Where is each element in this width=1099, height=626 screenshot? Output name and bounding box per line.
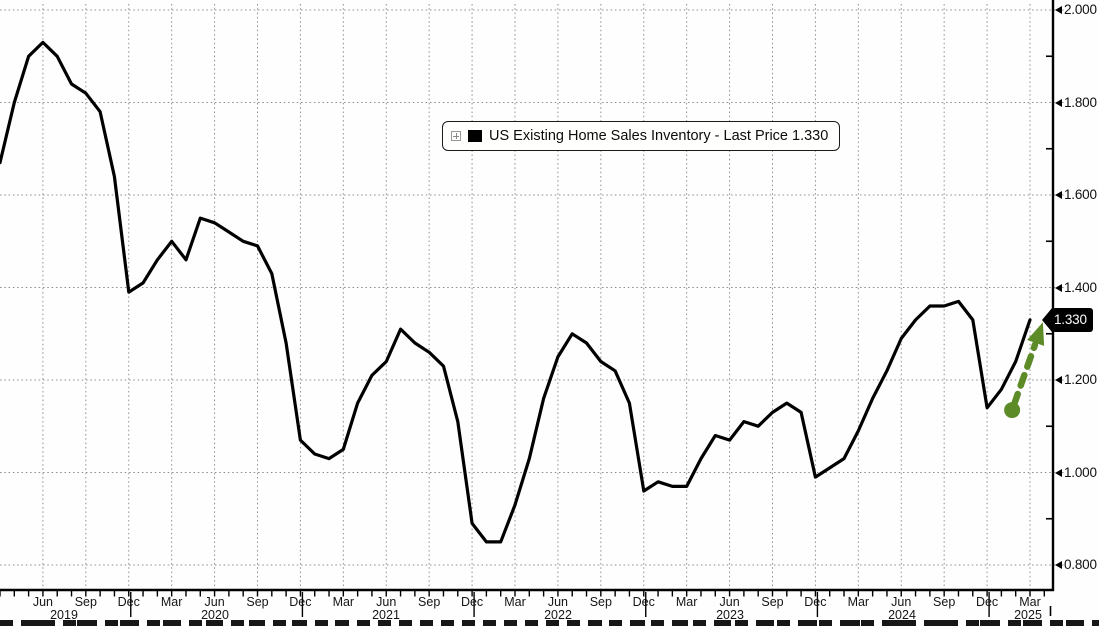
chart-legend[interactable]: US Existing Home Sales Inventory - Last … xyxy=(442,121,841,151)
y-tick-label: 0.800 xyxy=(1055,557,1097,573)
y-tick-text: 1.000 xyxy=(1064,464,1097,480)
x-month-label: Mar xyxy=(675,595,698,609)
x-month-label: Dec xyxy=(804,595,827,609)
x-month-label: Sep xyxy=(933,595,956,609)
x-month-label: Dec xyxy=(289,595,312,609)
tick-arrow-icon xyxy=(1055,283,1062,292)
x-year-label: 2025 xyxy=(1014,608,1042,622)
x-month-label: Dec xyxy=(975,595,999,609)
x-month-label: Jun xyxy=(547,595,568,609)
x-month-label: Dec xyxy=(117,595,140,609)
y-tick-label: 1.000 xyxy=(1055,465,1097,481)
tick-arrow-icon xyxy=(1055,376,1062,384)
x-month-label: Sep xyxy=(761,595,784,609)
x-month-label: Mar xyxy=(1019,595,1041,609)
last-price-value: 1.330 xyxy=(1052,308,1093,332)
tick-arrow-icon xyxy=(1055,468,1062,477)
x-month-label: Mar xyxy=(160,595,183,609)
x-month-label: Dec xyxy=(460,595,484,609)
x-month-label: Jun xyxy=(719,595,740,609)
y-tick-text: 1.600 xyxy=(1064,187,1097,202)
last-price-flag: 1.330 xyxy=(1042,308,1093,332)
annotation-arrow-head-icon xyxy=(1027,322,1045,346)
x-month-label: Jun xyxy=(891,595,912,609)
x-month-label: Mar xyxy=(847,595,870,609)
y-tick-text: 0.800 xyxy=(1064,557,1097,572)
legend-label: US Existing Home Sales Inventory - Last … xyxy=(489,128,829,144)
x-year-label: 2023 xyxy=(716,608,744,622)
y-tick-label: 1.800 xyxy=(1055,95,1097,111)
x-year-label: 2019 xyxy=(50,608,78,622)
price-flag-arrow-icon xyxy=(1042,308,1052,332)
x-year-label: 2022 xyxy=(544,608,572,622)
x-month-label: Dec xyxy=(632,595,655,609)
y-tick-text: 1.200 xyxy=(1064,372,1097,387)
price-line xyxy=(0,40,1032,544)
x-year-label: 2020 xyxy=(201,608,229,622)
y-tick-label: 1.400 xyxy=(1055,280,1097,296)
tick-arrow-icon xyxy=(1055,561,1062,569)
x-month-label: Sep xyxy=(589,595,612,609)
y-tick-label: 1.200 xyxy=(1055,372,1097,388)
x-year-label: 2024 xyxy=(888,608,916,622)
clipped-bottom-row xyxy=(0,620,1099,626)
expand-icon[interactable] xyxy=(451,131,461,141)
x-month-label: Jun xyxy=(204,595,225,609)
series-swatch-icon xyxy=(468,130,482,142)
x-month-label: Jun xyxy=(376,595,397,609)
x-month-label: Mar xyxy=(332,595,355,609)
x-month-label: Sep xyxy=(74,595,97,609)
y-tick-label: 2.000 xyxy=(1055,2,1097,18)
x-month-label: Mar xyxy=(504,595,526,609)
tick-arrow-icon xyxy=(1055,191,1062,199)
y-tick-text: 1.800 xyxy=(1064,94,1097,110)
x-month-label: Sep xyxy=(418,595,441,609)
annotation-arrow-shaft xyxy=(1010,341,1039,408)
x-month-label: Jun xyxy=(32,595,53,609)
tick-arrow-icon xyxy=(1055,6,1062,14)
y-tick-text: 1.400 xyxy=(1064,279,1097,295)
tick-arrow-icon xyxy=(1055,98,1062,107)
x-month-label: Sep xyxy=(246,595,269,609)
y-tick-text: 2.000 xyxy=(1064,2,1097,17)
x-year-label: 2021 xyxy=(372,608,400,622)
y-tick-label: 1.600 xyxy=(1055,187,1097,203)
